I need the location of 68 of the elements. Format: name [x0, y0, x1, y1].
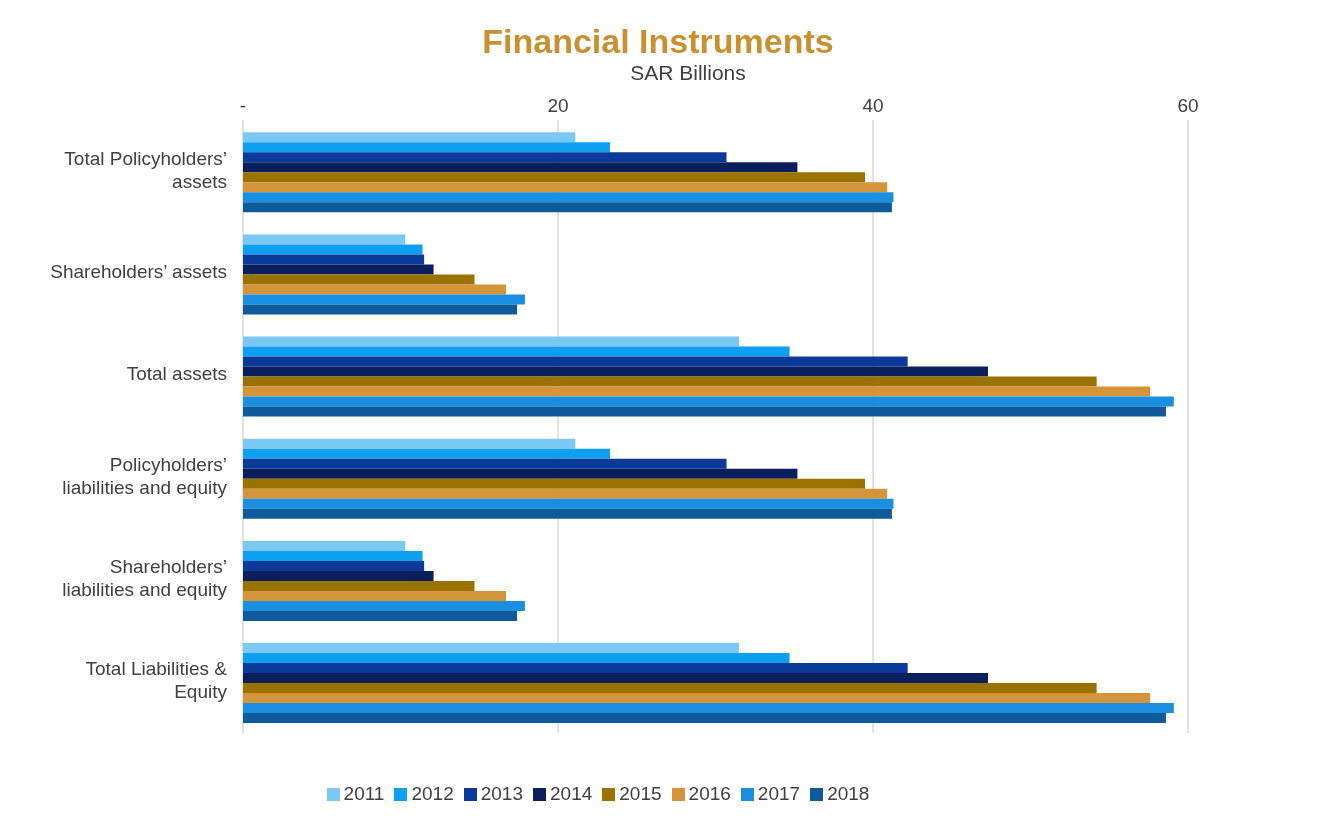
bar — [243, 673, 988, 684]
bar — [243, 540, 406, 551]
bar — [243, 376, 1097, 387]
legend-label: 2012 — [411, 783, 454, 804]
x-tick-label: 60 — [1177, 95, 1199, 116]
legend-label: 2011 — [343, 783, 385, 804]
bar — [243, 274, 475, 285]
x-tick-label: - — [239, 95, 247, 116]
legend-label: 2014 — [550, 783, 593, 804]
chart-title: Financial Instruments — [481, 22, 835, 61]
bar — [243, 508, 892, 519]
bar — [243, 458, 727, 469]
bar — [243, 386, 1151, 397]
bar — [243, 264, 434, 275]
bar — [243, 244, 423, 255]
bar — [243, 703, 1174, 714]
bar — [243, 142, 610, 153]
bar — [243, 498, 894, 509]
bar — [243, 366, 988, 377]
legend-label: 2018 — [827, 783, 870, 804]
bar — [243, 560, 425, 571]
y-tick-label: Total Liabilities & Equity — [85, 658, 228, 703]
legend-label: 2017 — [757, 783, 801, 804]
bar — [243, 580, 475, 591]
bar — [243, 610, 518, 621]
bar — [243, 396, 1174, 407]
bar — [243, 284, 507, 295]
bar — [243, 202, 892, 213]
y-tick-label: Total assets — [126, 363, 227, 385]
bar — [243, 488, 888, 499]
bar — [243, 693, 1151, 704]
bar — [243, 550, 423, 561]
bar — [243, 643, 740, 654]
bar — [243, 152, 727, 163]
bar — [243, 294, 525, 305]
bar — [243, 356, 908, 367]
bar — [243, 182, 888, 193]
y-tick-label: Shareholders’ liabilities and equity — [62, 556, 228, 601]
bar — [243, 590, 507, 601]
bar — [243, 468, 798, 479]
y-tick-label: Total Policyholders’ assets — [64, 147, 227, 192]
bar — [243, 448, 610, 459]
bar — [243, 683, 1097, 694]
bar — [243, 600, 525, 611]
legend-label: 2013 — [480, 783, 523, 804]
bar — [243, 653, 790, 664]
legend-label: 2015 — [619, 783, 662, 804]
bar — [243, 570, 434, 581]
bar — [243, 406, 1166, 417]
bar — [243, 234, 406, 245]
bar — [243, 304, 518, 315]
bar — [243, 713, 1166, 724]
bar — [243, 438, 576, 449]
legend-label: 2016 — [688, 783, 731, 804]
bar — [243, 172, 866, 183]
y-tick-label: Policyholders’ liabilities and equity — [62, 454, 228, 499]
bar — [243, 192, 894, 203]
bar — [243, 346, 790, 357]
x-tick-label: 20 — [547, 95, 569, 116]
bar — [243, 254, 425, 265]
bar — [243, 663, 908, 674]
bar — [243, 162, 798, 173]
x-tick-label: 40 — [862, 95, 884, 116]
bar — [243, 132, 576, 143]
bar — [243, 478, 866, 489]
bar — [243, 336, 740, 347]
y-tick-label: Shareholders’ assets — [50, 261, 227, 283]
x-axis-title: SAR Billions — [629, 61, 747, 85]
